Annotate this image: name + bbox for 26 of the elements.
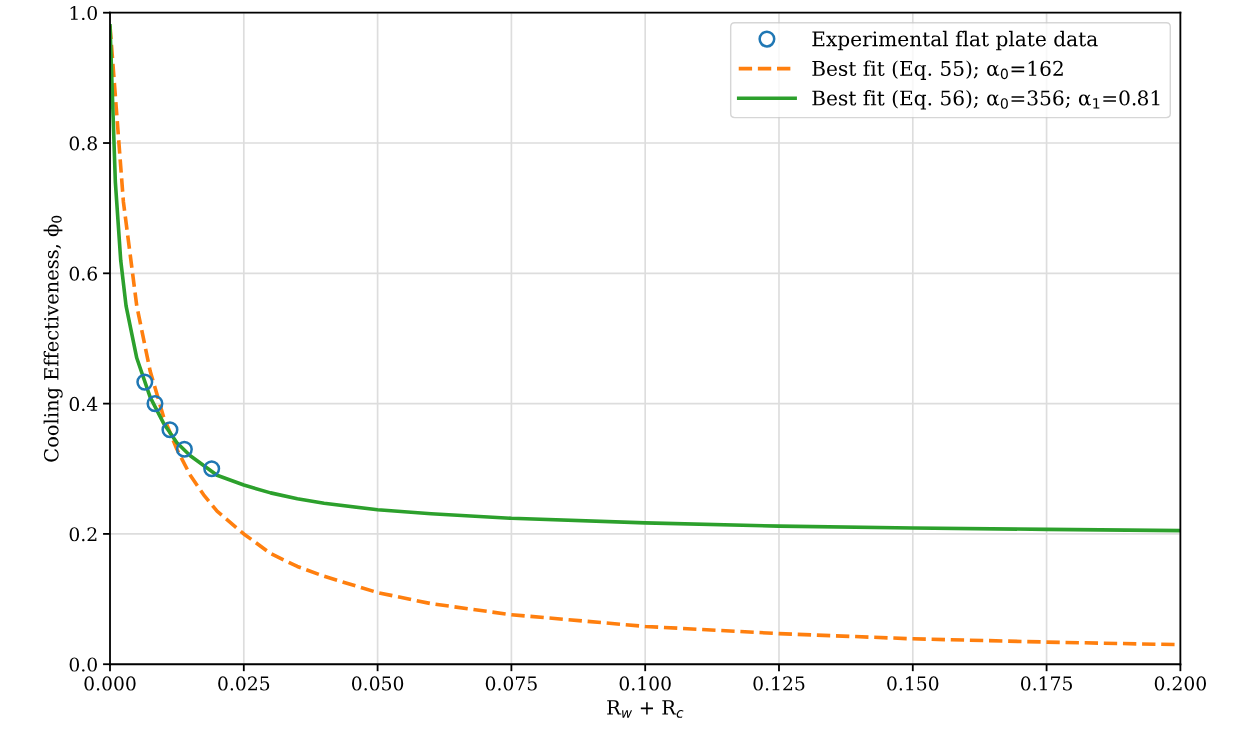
y-tick-label: 0.6 [69, 266, 98, 281]
x-tick-label: 0.025 [218, 676, 270, 691]
line-series [110, 23, 1181, 533]
legend-label: Best fit (Eq. 55); α$_{0}$=162 [812, 60, 1063, 80]
x-tick-label: 0.000 [84, 676, 136, 691]
y-tick-label: 0.0 [69, 657, 97, 672]
point [175, 440, 193, 458]
x-tick-label: 0.075 [485, 676, 537, 691]
legend-label: Experimental flat plate data [812, 30, 1098, 51]
y-axis-title: Cooling Effectiveness, ϕ$_{0}$ [43, 215, 63, 462]
legend-label: Best fit (Eq. 56); α$_{0}$=356; α$_{1}$=0.81 [812, 90, 1160, 110]
x-axis-title: R$_{w}$ + R$_{c}$ [607, 700, 684, 718]
x-tick-label: 0.100 [619, 676, 671, 691]
point [161, 421, 179, 439]
point [146, 395, 164, 413]
x-tick-label: 0.125 [753, 676, 805, 691]
x-tick-label: 0.200 [1154, 676, 1206, 691]
y-tick-label: 0.8 [69, 136, 97, 151]
point [136, 373, 154, 391]
y-tick-label: 1.0 [70, 5, 97, 21]
x-tick-label: 0.175 [1020, 676, 1072, 691]
x-tick-label: 0.050 [352, 676, 404, 691]
x-tick-label: 0.150 [887, 676, 939, 691]
y-tick-label: 0.2 [69, 527, 97, 542]
point [203, 460, 221, 478]
y-tick-label: 0.4 [69, 396, 98, 412]
